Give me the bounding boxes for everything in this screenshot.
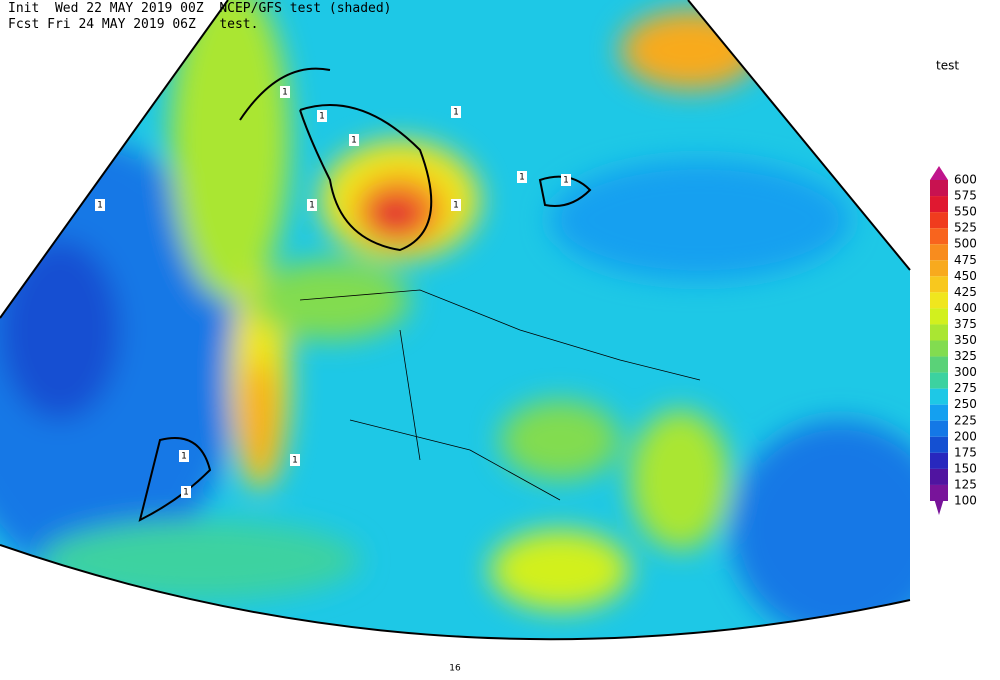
colorbar-label: 375 [954,317,977,331]
contour-label-box [179,450,189,462]
colorbar-swatch [930,356,948,373]
contour-label: 1 [97,201,103,211]
colorbar-swatch [930,372,948,389]
colorbar-swatch [930,260,948,277]
colorbar-label: 525 [954,221,977,235]
colorbar-label: 325 [954,349,977,363]
colorbar-swatch [930,436,948,453]
contour-label-box [307,199,317,211]
colorbar-label: 475 [954,253,977,267]
fcst-line: Fcst Fri 24 MAY 2019 06Z test. [8,17,258,32]
contour-label-box [317,110,327,122]
colorbar-label: 150 [954,461,977,475]
colorbar-swatch [930,244,948,261]
colorbar-label: 175 [954,445,977,459]
colorbar-label: 200 [954,429,977,443]
shaded-field [0,0,910,640]
contour-label-box [561,174,571,186]
contour-label-box [280,86,290,98]
colorbar-swatch [930,324,948,341]
contour-label: 1 [519,173,525,183]
contour-label-box [451,106,461,118]
colorbar-swatch [930,388,948,405]
colorbar-swatch [930,166,948,180]
colorbar-title: test [936,59,959,73]
colorbar-swatch [930,180,948,197]
colorbar-swatch [930,212,948,229]
colorbar-label: 300 [954,365,977,379]
colorbar: 600 575 550 525 500 475 450 425 400 375 350 325 300 2… [930,166,977,515]
colorbar-label: 275 [954,381,977,395]
contour-label: 1 [183,488,189,498]
contour-label: 1 [453,108,459,118]
colorbar-label: 500 [954,237,977,251]
contour-label-box [95,199,105,211]
contour-label: 1 [309,201,315,211]
colorbar-label: 225 [954,413,977,427]
contour-label: 1 [453,201,459,211]
colorbar-swatch [930,404,948,421]
colorbar-label: 550 [954,205,977,219]
colorbar-label: 425 [954,285,977,299]
colorbar-swatch [930,420,948,437]
contour-label-box [290,454,300,466]
contour-label: 16 [449,664,461,674]
contour-label: 1 [319,112,325,122]
colorbar-label: 600 [954,173,977,187]
colorbar-swatch [930,228,948,245]
contour-label-box [517,171,527,183]
colorbar-label: 250 [954,397,977,411]
contour-label: 1 [181,452,187,462]
colorbar-swatch [930,484,948,501]
colorbar-swatch [930,340,948,357]
colorbar-swatch [930,196,948,213]
contour-label: 1 [282,88,288,98]
colorbar-label: 100 [954,494,977,508]
colorbar-label: 350 [954,333,977,347]
colorbar-label: 575 [954,189,977,203]
contour-label-box [450,662,460,674]
contour-label-box [181,486,191,498]
colorbar-swatch [930,468,948,485]
colorbar-label: 125 [954,477,977,491]
colorbar-label: 450 [954,269,977,283]
colorbar-swatch [930,276,948,293]
contour-label: 1 [292,456,298,466]
contour-labels: 1 1 1 1 1 1 1 1 1 1 1 1 16 [95,86,571,674]
colorbar-swatch [930,452,948,469]
colorbar-swatch [930,292,948,309]
init-line: Init Wed 22 MAY 2019 00Z NCEP/GFS test (… [8,1,392,16]
contour-label-box [451,199,461,211]
contour-label: 1 [563,176,569,186]
contour-label: 1 [351,136,357,146]
contour-label-box [349,134,359,146]
colorbar-swatch [930,308,948,325]
colorbar-label: 400 [954,301,977,315]
